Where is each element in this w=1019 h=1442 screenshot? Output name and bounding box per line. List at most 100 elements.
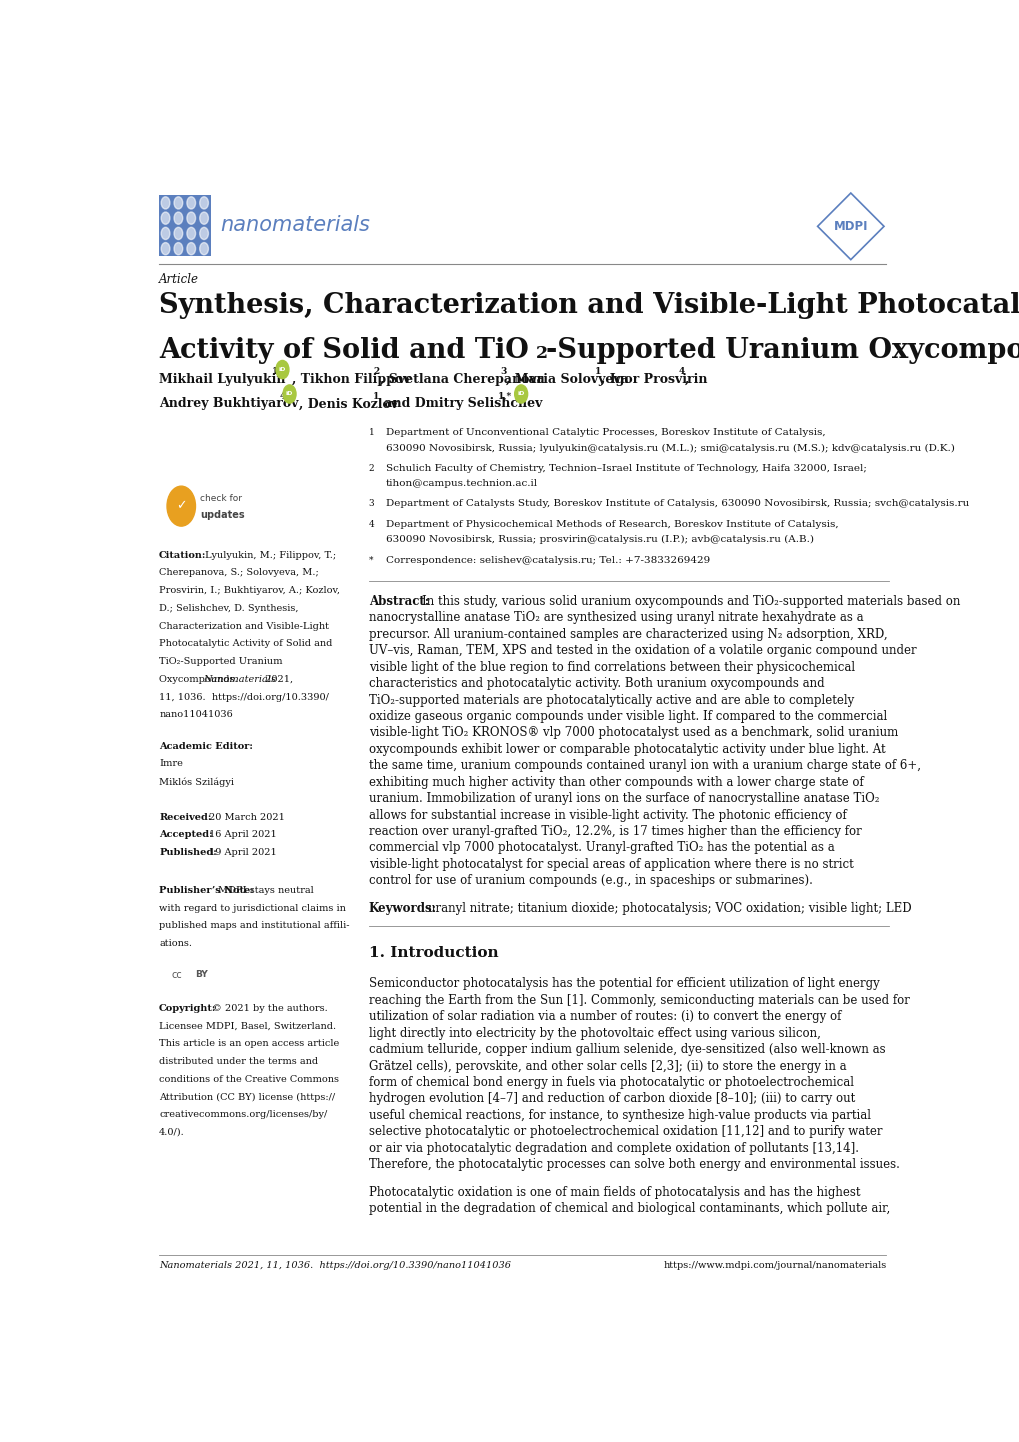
Text: https://www.mdpi.com/journal/nanomaterials: https://www.mdpi.com/journal/nanomateria… bbox=[662, 1262, 886, 1270]
Text: ✓: ✓ bbox=[176, 499, 186, 513]
Circle shape bbox=[283, 385, 296, 404]
Circle shape bbox=[186, 242, 196, 255]
Text: commercial vlp 7000 photocatalyst. Uranyl-grafted TiO₂ has the potential as a: commercial vlp 7000 photocatalyst. Urany… bbox=[368, 842, 834, 855]
Text: MDPI stays neutral: MDPI stays neutral bbox=[218, 885, 314, 895]
Circle shape bbox=[276, 360, 288, 379]
Text: Attribution (CC BY) license (https://: Attribution (CC BY) license (https:// bbox=[159, 1093, 335, 1102]
Circle shape bbox=[161, 242, 170, 255]
Circle shape bbox=[174, 212, 182, 225]
Text: 2: 2 bbox=[368, 464, 374, 473]
Text: visible-light photocatalyst for special areas of application where there is no s: visible-light photocatalyst for special … bbox=[368, 858, 853, 871]
Text: 2: 2 bbox=[373, 368, 379, 376]
Text: 630090 Novosibirsk, Russia; lyulyukin@catalysis.ru (M.L.); smi@catalysis.ru (M.S: 630090 Novosibirsk, Russia; lyulyukin@ca… bbox=[385, 443, 954, 453]
Text: 630090 Novosibirsk, Russia; prosvirin@catalysis.ru (I.P.); avb@catalysis.ru (A.B: 630090 Novosibirsk, Russia; prosvirin@ca… bbox=[385, 535, 813, 544]
Text: hydrogen evolution [4–7] and reduction of carbon dioxide [8–10]; (iii) to carry : hydrogen evolution [4–7] and reduction o… bbox=[368, 1093, 854, 1106]
Text: Synthesis, Characterization and Visible-Light Photocatalytic: Synthesis, Characterization and Visible-… bbox=[159, 291, 1019, 319]
Text: Received:: Received: bbox=[159, 813, 211, 822]
Text: oxycompounds exhibit lower or comparable photocatalytic activity under blue ligh: oxycompounds exhibit lower or comparable… bbox=[368, 743, 884, 756]
Text: light directly into electricity by the photovoltaic effect using various silicon: light directly into electricity by the p… bbox=[368, 1027, 819, 1040]
Text: -Supported Uranium Oxycompounds: -Supported Uranium Oxycompounds bbox=[546, 337, 1019, 365]
FancyBboxPatch shape bbox=[159, 195, 210, 257]
Text: 1: 1 bbox=[594, 368, 600, 376]
Text: Accepted:: Accepted: bbox=[159, 831, 213, 839]
Text: 1: 1 bbox=[368, 428, 374, 437]
Circle shape bbox=[174, 242, 182, 255]
Text: TiO₂-Supported Uranium: TiO₂-Supported Uranium bbox=[159, 658, 282, 666]
Text: © 2021 by the authors.: © 2021 by the authors. bbox=[209, 1004, 327, 1012]
Text: oxidize gaseous organic compounds under visible light. If compared to the commer: oxidize gaseous organic compounds under … bbox=[368, 709, 886, 722]
Text: Academic Editor:: Academic Editor: bbox=[159, 741, 253, 750]
Text: Abstract:: Abstract: bbox=[368, 596, 428, 609]
Text: Department of Unconventional Catalytic Processes, Boreskov Institute of Catalysi: Department of Unconventional Catalytic P… bbox=[385, 428, 824, 437]
Text: D.; Selishchev, D. Synthesis,: D.; Selishchev, D. Synthesis, bbox=[159, 604, 299, 613]
Text: useful chemical reactions, for instance, to synthesize high-value products via p: useful chemical reactions, for instance,… bbox=[368, 1109, 870, 1122]
Text: Copyright:: Copyright: bbox=[159, 1004, 216, 1012]
Text: *: * bbox=[368, 555, 373, 565]
Text: uranium. Immobilization of uranyl ions on the surface of nanocrystalline anatase: uranium. Immobilization of uranyl ions o… bbox=[368, 792, 878, 805]
Text: 20 March 2021: 20 March 2021 bbox=[209, 813, 284, 822]
Text: Cherepanova, S.; Solovyeva, M.;: Cherepanova, S.; Solovyeva, M.; bbox=[159, 568, 319, 577]
Text: 1,*: 1,* bbox=[497, 392, 512, 401]
Text: , Tikhon Filippov: , Tikhon Filippov bbox=[291, 373, 415, 386]
Text: , Denis Kozlov: , Denis Kozlov bbox=[299, 398, 403, 411]
Text: Correspondence: selishev@catalysis.ru; Tel.: +7-3833269429: Correspondence: selishev@catalysis.ru; T… bbox=[385, 555, 709, 565]
Text: nanomaterials: nanomaterials bbox=[220, 215, 370, 235]
Text: 1. Introduction: 1. Introduction bbox=[368, 946, 497, 960]
Text: Photocatalytic oxidation is one of main fields of photocatalysis and has the hig: Photocatalytic oxidation is one of main … bbox=[368, 1185, 859, 1198]
Text: Keywords:: Keywords: bbox=[368, 901, 436, 914]
Text: uranyl nitrate; titanium dioxide; photocatalysis; VOC oxidation; visible light; : uranyl nitrate; titanium dioxide; photoc… bbox=[428, 901, 911, 914]
Text: Citation:: Citation: bbox=[159, 551, 206, 559]
Text: ,: , bbox=[684, 373, 689, 386]
Circle shape bbox=[186, 228, 196, 239]
Text: reaching the Earth from the Sun [1]. Commonly, semiconducting materials can be u: reaching the Earth from the Sun [1]. Com… bbox=[368, 994, 909, 1007]
Text: published maps and institutional affili-: published maps and institutional affili- bbox=[159, 921, 350, 930]
Text: Therefore, the photocatalytic processes can solve both energy and environmental : Therefore, the photocatalytic processes … bbox=[368, 1158, 899, 1171]
Text: Grätzel cells), perovskite, and other solar cells [2,3]; (ii) to store the energ: Grätzel cells), perovskite, and other so… bbox=[368, 1060, 846, 1073]
Circle shape bbox=[186, 212, 196, 225]
Text: Schulich Faculty of Chemistry, Technion–Israel Institute of Technology, Haifa 32: Schulich Faculty of Chemistry, Technion–… bbox=[385, 464, 866, 473]
Circle shape bbox=[200, 212, 208, 225]
Circle shape bbox=[515, 385, 527, 404]
Circle shape bbox=[174, 196, 182, 209]
Text: Published:: Published: bbox=[159, 848, 217, 857]
Text: Activity of Solid and TiO: Activity of Solid and TiO bbox=[159, 337, 529, 365]
Text: updates: updates bbox=[200, 510, 245, 521]
Text: ations.: ations. bbox=[159, 939, 192, 949]
Text: In this study, various solid uranium oxycompounds and TiO₂-supported materials b: In this study, various solid uranium oxy… bbox=[422, 596, 960, 609]
Circle shape bbox=[161, 212, 170, 225]
Text: BY: BY bbox=[195, 970, 207, 979]
Text: Department of Physicochemical Methods of Research, Boreskov Institute of Catalys: Department of Physicochemical Methods of… bbox=[385, 521, 838, 529]
Text: 2: 2 bbox=[535, 345, 547, 362]
Text: conditions of the Creative Commons: conditions of the Creative Commons bbox=[159, 1074, 338, 1083]
Text: with regard to jurisdictional claims in: with regard to jurisdictional claims in bbox=[159, 904, 345, 913]
Circle shape bbox=[200, 228, 208, 239]
Text: Miklós Szilágyi: Miklós Szilágyi bbox=[159, 777, 234, 786]
Text: 19 April 2021: 19 April 2021 bbox=[209, 848, 276, 857]
Text: Department of Catalysts Study, Boreskov Institute of Catalysis, 630090 Novosibir: Department of Catalysts Study, Boreskov … bbox=[385, 499, 968, 509]
Text: or air via photocatalytic degradation and complete oxidation of pollutants [13,1: or air via photocatalytic degradation an… bbox=[368, 1142, 858, 1155]
Text: 11, 1036.  https://doi.org/10.3390/: 11, 1036. https://doi.org/10.3390/ bbox=[159, 692, 329, 702]
Text: check for: check for bbox=[200, 493, 242, 503]
Text: Article: Article bbox=[159, 273, 199, 286]
Text: visible light of the blue region to find correlations between their physicochemi: visible light of the blue region to find… bbox=[368, 660, 854, 673]
Text: Lyulyukin, M.; Filippov, T.;: Lyulyukin, M.; Filippov, T.; bbox=[205, 551, 336, 559]
Text: exhibiting much higher activity than other compounds with a lower charge state o: exhibiting much higher activity than oth… bbox=[368, 776, 862, 789]
Text: form of chemical bond energy in fuels via photocatalytic or photoelectrochemical: form of chemical bond energy in fuels vi… bbox=[368, 1076, 853, 1089]
Text: iD: iD bbox=[278, 368, 286, 372]
Text: 4: 4 bbox=[368, 521, 374, 529]
Text: Mikhail Lyulyukin: Mikhail Lyulyukin bbox=[159, 373, 289, 386]
Text: Publisher’s Note:: Publisher’s Note: bbox=[159, 885, 254, 895]
Text: 2021,: 2021, bbox=[262, 675, 292, 684]
Text: allows for substantial increase in visible-light activity. The photonic efficien: allows for substantial increase in visib… bbox=[368, 809, 846, 822]
Text: TiO₂-supported materials are photocatalytically active and are able to completel: TiO₂-supported materials are photocataly… bbox=[368, 694, 853, 707]
Text: cc: cc bbox=[171, 969, 181, 979]
Text: and Dmitry Selishchev: and Dmitry Selishchev bbox=[379, 398, 546, 411]
Text: control for use of uranium compounds (e.g., in spaceships or submarines).: control for use of uranium compounds (e.… bbox=[368, 874, 812, 887]
Text: creativecommons.org/licenses/by/: creativecommons.org/licenses/by/ bbox=[159, 1110, 327, 1119]
Text: 1: 1 bbox=[272, 368, 278, 376]
Text: Nanomaterials: Nanomaterials bbox=[203, 675, 275, 684]
Text: iD: iD bbox=[285, 391, 292, 397]
Text: nanocrystalline anatase TiO₂ are synthesized using uranyl nitrate hexahydrate as: nanocrystalline anatase TiO₂ are synthes… bbox=[368, 611, 862, 624]
Text: , Maria Solovyeva: , Maria Solovyeva bbox=[505, 373, 633, 386]
Text: 3: 3 bbox=[499, 368, 505, 376]
